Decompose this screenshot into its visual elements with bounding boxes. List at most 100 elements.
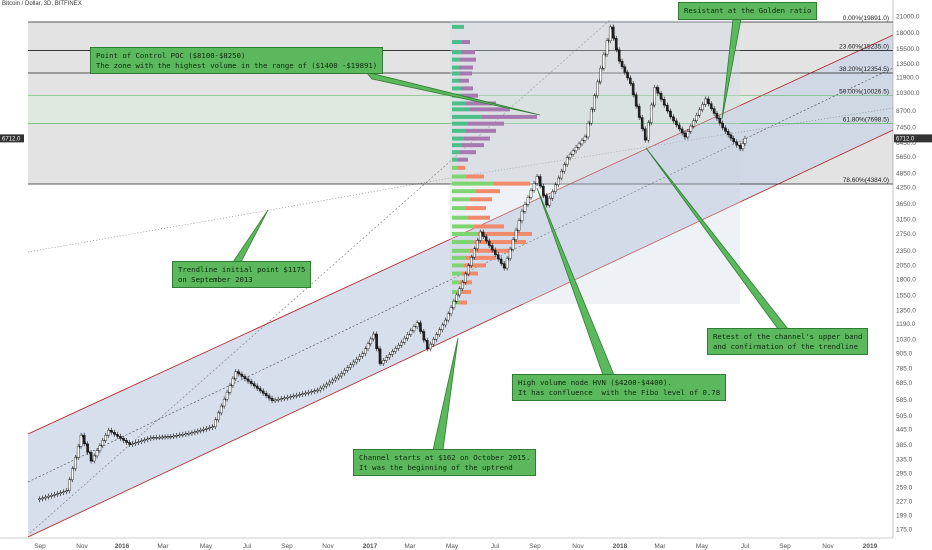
y-tick-label: 295.0: [896, 470, 913, 477]
candle-body: [270, 398, 274, 401]
candle-body: [95, 450, 99, 457]
candle-body: [181, 434, 185, 436]
candle-body: [446, 313, 450, 321]
candle-body: [602, 54, 606, 69]
candle-body: [125, 440, 128, 443]
candle-body: [532, 183, 536, 191]
candle-body: [666, 104, 669, 112]
volume-profile: [450, 20, 740, 305]
candle-body: [101, 440, 105, 446]
candle-body: [292, 395, 295, 398]
candle-body: [403, 338, 406, 343]
candle-body: [267, 395, 271, 399]
volume-bar-down: [460, 57, 476, 62]
candle-body: [577, 143, 581, 148]
candle-body: [74, 457, 77, 469]
candle-body: [169, 436, 173, 438]
candle-body: [334, 377, 337, 381]
candle-body: [286, 397, 289, 399]
candle-body: [76, 446, 80, 458]
candle-body: [721, 122, 724, 129]
candle-body: [65, 490, 68, 492]
candle-body: [137, 441, 141, 443]
fib-level-label: 23.60%(15235.0): [839, 44, 889, 51]
candle-body: [502, 263, 506, 269]
candle-body: [146, 438, 150, 440]
candle-body: [44, 496, 47, 499]
volume-bar-up: [452, 206, 466, 211]
candle-body: [295, 395, 298, 397]
volume-bar-down: [462, 40, 470, 45]
candle-body: [458, 288, 461, 296]
annotation-trendline: Trendline initial point $1175 on Septemb…: [172, 261, 312, 288]
candle-body: [397, 345, 400, 349]
candle-body: [599, 67, 603, 83]
candle-body: [626, 72, 629, 79]
y-axis-area: [893, 0, 932, 550]
candle-body: [273, 399, 277, 402]
last-price-label-right: 6712.0: [896, 136, 915, 142]
volume-bar-down: [458, 157, 468, 162]
candle-body: [571, 150, 575, 155]
y-tick-label: 585.0: [896, 397, 913, 404]
candle-body: [41, 497, 44, 500]
candle-body: [214, 419, 217, 427]
candle-body: [71, 468, 74, 480]
volume-bar-up: [452, 157, 458, 162]
candle-body: [261, 390, 265, 394]
candle-body: [38, 498, 41, 501]
candle-body: [313, 390, 316, 393]
volume-bar-down: [459, 65, 473, 70]
candle-body: [59, 492, 62, 494]
volume-bar-up: [452, 248, 470, 253]
candle-body: [672, 116, 675, 122]
candle-body: [487, 240, 491, 246]
candle-body: [409, 330, 413, 335]
candle-body: [724, 127, 727, 132]
y-tick-label: 905.0: [896, 350, 913, 357]
candle-body: [279, 398, 283, 400]
candle-body: [225, 392, 229, 400]
candle-body: [596, 81, 599, 96]
candle-body: [718, 118, 722, 124]
x-tick-label: Sep: [34, 543, 46, 550]
candle-body: [496, 254, 500, 260]
volume-bar-down: [462, 271, 478, 276]
volume-bar-up: [452, 231, 478, 236]
candle-body: [508, 248, 512, 259]
candle-body: [435, 334, 438, 340]
y-tick-label: 11900.0: [896, 74, 919, 81]
candle-body: [298, 394, 301, 396]
candle-body: [131, 443, 134, 445]
candle-body: [478, 231, 482, 241]
last-price-tag-left: [0, 134, 24, 143]
y-tick-label: 21000.0: [896, 13, 920, 20]
candle-body: [640, 117, 644, 130]
y-tick-label: 1800.0: [896, 277, 916, 284]
candle-body: [134, 442, 137, 444]
candle-body: [79, 435, 83, 447]
candle-body: [631, 83, 635, 96]
candle-body: [701, 104, 704, 110]
volume-bar-up: [452, 271, 462, 276]
candle-body: [593, 95, 596, 110]
candle-body: [116, 434, 119, 437]
volume-bar-down: [474, 224, 504, 229]
y-tick-label: 2750.0: [896, 231, 916, 238]
candle-body: [219, 405, 223, 414]
candle-body: [255, 385, 259, 389]
x-tick-label: Sep: [281, 543, 293, 550]
candle-body: [158, 437, 161, 439]
volume-bar-down: [474, 240, 526, 245]
y-tick-label: 8700.0: [896, 108, 916, 115]
candle-body: [243, 376, 247, 380]
volume-bar-down: [468, 121, 504, 126]
x-tick-label: 2018: [613, 543, 628, 550]
candle-body: [231, 378, 235, 386]
candle-body: [318, 387, 322, 391]
candle-body: [107, 430, 110, 436]
y-tick-label: 3150.0: [896, 217, 916, 224]
volume-bar-down: [466, 101, 496, 106]
candle-body: [611, 26, 615, 39]
